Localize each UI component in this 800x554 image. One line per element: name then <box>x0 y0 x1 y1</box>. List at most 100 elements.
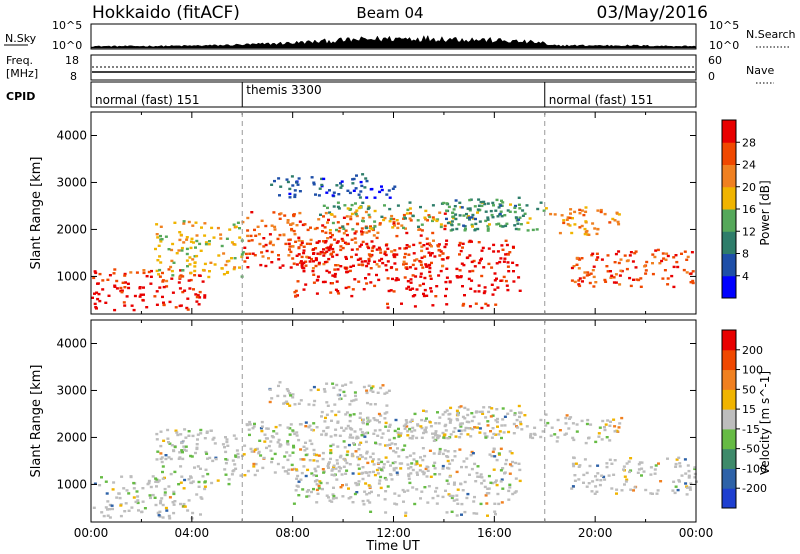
backscatter-cell <box>436 244 440 247</box>
backscatter-cell <box>108 508 111 511</box>
backscatter-cell <box>379 386 383 390</box>
backscatter-cell <box>342 429 346 432</box>
backscatter-cell <box>653 468 657 471</box>
backscatter-cell <box>195 239 199 243</box>
backscatter-cell <box>181 290 185 294</box>
backscatter-cell <box>501 407 505 410</box>
backscatter-cell <box>115 496 119 499</box>
backscatter-cell <box>600 438 604 441</box>
backscatter-cell <box>461 242 465 245</box>
backscatter-cell <box>288 196 292 199</box>
backscatter-cell <box>494 209 498 212</box>
backscatter-cell <box>123 304 127 307</box>
backscatter-cell <box>608 458 612 461</box>
backscatter-cell <box>461 415 465 419</box>
backscatter-cell <box>233 257 237 260</box>
backscatter-cell <box>245 423 249 426</box>
backscatter-cell <box>404 246 408 250</box>
colorbar-frame <box>721 329 737 509</box>
backscatter-cell <box>297 239 301 242</box>
backscatter-cell <box>331 221 335 225</box>
backscatter-cell <box>356 455 360 459</box>
backscatter-cell <box>179 233 183 237</box>
backscatter-cell <box>386 444 389 447</box>
backscatter-cell <box>384 425 388 428</box>
backscatter-cell <box>484 435 488 438</box>
colorbar-swatch <box>722 369 736 390</box>
backscatter-cell <box>123 274 127 277</box>
backscatter-cell <box>676 488 680 492</box>
backscatter-cell <box>405 266 409 269</box>
backscatter-cell <box>608 439 612 442</box>
backscatter-cell <box>459 429 463 432</box>
backscatter-cell <box>582 481 585 484</box>
backscatter-cell <box>422 431 425 435</box>
backscatter-cell <box>612 276 616 279</box>
backscatter-cell <box>392 467 396 470</box>
backscatter-cell <box>591 480 595 483</box>
backscatter-cell <box>384 490 388 493</box>
backscatter-cell <box>158 510 162 513</box>
backscatter-cell <box>185 306 189 310</box>
backscatter-cell <box>193 261 197 264</box>
backscatter-cell <box>337 292 341 295</box>
backscatter-cell <box>587 437 590 440</box>
backscatter-cell <box>462 460 466 463</box>
backscatter-cell <box>657 462 660 465</box>
backscatter-cell <box>322 262 326 266</box>
velocity-colorbar-label: Velocity [m s^-1] <box>758 371 772 475</box>
backscatter-cell <box>198 290 202 294</box>
backscatter-cell <box>373 418 377 422</box>
backscatter-cell <box>348 403 352 406</box>
backscatter-cell <box>653 255 657 259</box>
backscatter-cell <box>317 454 321 457</box>
backscatter-cell <box>400 462 404 465</box>
backscatter-cell <box>113 308 117 312</box>
backscatter-cell <box>309 238 313 242</box>
backscatter-cell <box>391 461 395 465</box>
backscatter-cell <box>482 406 486 409</box>
nave-label: Nave <box>746 64 774 77</box>
backscatter-cell <box>317 261 321 265</box>
backscatter-cell <box>508 486 512 489</box>
backscatter-cell <box>158 255 162 258</box>
backscatter-cell <box>286 426 290 429</box>
backscatter-cell <box>185 252 189 256</box>
backscatter-cell <box>455 494 459 497</box>
backscatter-cell <box>476 208 480 211</box>
backscatter-cell <box>358 196 362 199</box>
backscatter-cell <box>446 450 450 453</box>
backscatter-cell <box>482 479 486 482</box>
backscatter-cell <box>514 461 518 465</box>
backscatter-cell <box>506 253 510 256</box>
backscatter-cell <box>406 430 410 433</box>
backscatter-cell <box>499 469 503 472</box>
backscatter-cell <box>536 207 540 211</box>
backscatter-cell <box>409 472 413 475</box>
backscatter-cell <box>106 514 110 517</box>
backscatter-cell <box>589 423 593 426</box>
backscatter-cell <box>428 215 432 219</box>
backscatter-cell <box>495 458 499 462</box>
backscatter-cell <box>322 204 326 207</box>
backscatter-cell <box>578 212 582 215</box>
backscatter-cell <box>141 500 145 503</box>
colorbar-swatch <box>722 448 736 469</box>
backscatter-cell <box>620 416 624 420</box>
colorbar-tick-label: 200 <box>742 344 763 357</box>
backscatter-cell <box>219 233 223 236</box>
backscatter-cell <box>426 469 430 472</box>
backscatter-cell <box>386 260 390 263</box>
backscatter-cell <box>203 294 207 297</box>
backscatter-cell <box>413 305 417 308</box>
backscatter-cell <box>377 482 381 485</box>
backscatter-cell <box>289 223 293 226</box>
backscatter-cell <box>161 295 164 299</box>
backscatter-cell <box>410 462 414 465</box>
backscatter-cell <box>384 444 387 447</box>
backscatter-cell <box>428 266 432 270</box>
backscatter-cell <box>476 475 480 478</box>
backscatter-cell <box>189 271 193 275</box>
backscatter-cell <box>345 242 349 246</box>
backscatter-cell <box>566 216 570 219</box>
